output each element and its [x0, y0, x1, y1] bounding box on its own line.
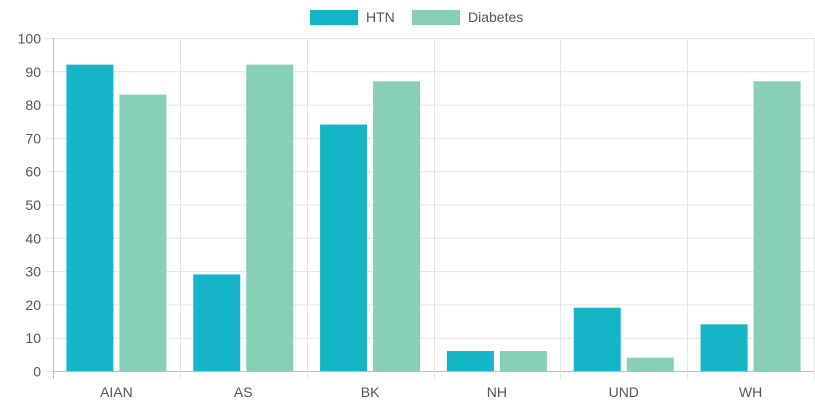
bar-htn-nh	[446, 351, 494, 371]
bar-diabetes-und	[626, 357, 674, 371]
y-tick-label: 10	[25, 330, 41, 346]
bar-diabetes-aian	[119, 94, 167, 372]
bar-diabetes-wh	[753, 81, 801, 371]
y-tick-label: 70	[25, 130, 41, 146]
bar-htn-as	[193, 274, 241, 371]
x-tick-label: NH	[487, 384, 507, 400]
x-tick-label: UND	[609, 384, 639, 400]
x-tick-label: WH	[739, 384, 762, 400]
bar-diabetes-nh	[499, 351, 547, 371]
bar-diabetes-bk	[373, 81, 421, 371]
bar-diabetes-as	[246, 64, 294, 371]
legend-item-htn[interactable]: HTN	[310, 9, 395, 25]
y-tick-label: 30	[25, 264, 41, 280]
y-tick-label: 0	[33, 364, 41, 380]
legend-label-htn: HTN	[366, 9, 395, 25]
y-axis-ticks: 0 10 20 30 40 50 60 70 80 90 100	[18, 31, 42, 380]
x-tick-label: AS	[234, 384, 253, 400]
legend-item-diabetes[interactable]: Diabetes	[412, 9, 523, 25]
legend-swatch-diabetes	[412, 10, 460, 25]
x-tick-label: AIAN	[100, 384, 133, 400]
y-tick-label: 100	[18, 31, 42, 47]
legend: HTN Diabetes	[310, 9, 523, 25]
bar-htn-bk	[320, 124, 368, 371]
bar-htn-wh	[700, 324, 748, 371]
y-tick-label: 90	[25, 64, 41, 80]
bars	[66, 64, 801, 372]
x-axis-ticks: AIAN AS BK NH UND WH	[100, 384, 762, 400]
y-tick-label: 60	[25, 164, 41, 180]
y-tick-label: 80	[25, 97, 41, 113]
bar-htn-aian	[66, 64, 114, 371]
y-tick-label: 50	[25, 197, 41, 213]
y-tick-label: 20	[25, 297, 41, 313]
legend-swatch-htn	[310, 10, 358, 25]
x-tick-label: BK	[361, 384, 380, 400]
legend-label-diabetes: Diabetes	[468, 9, 523, 25]
bar-htn-und	[573, 307, 621, 371]
y-tick-label: 40	[25, 230, 41, 246]
